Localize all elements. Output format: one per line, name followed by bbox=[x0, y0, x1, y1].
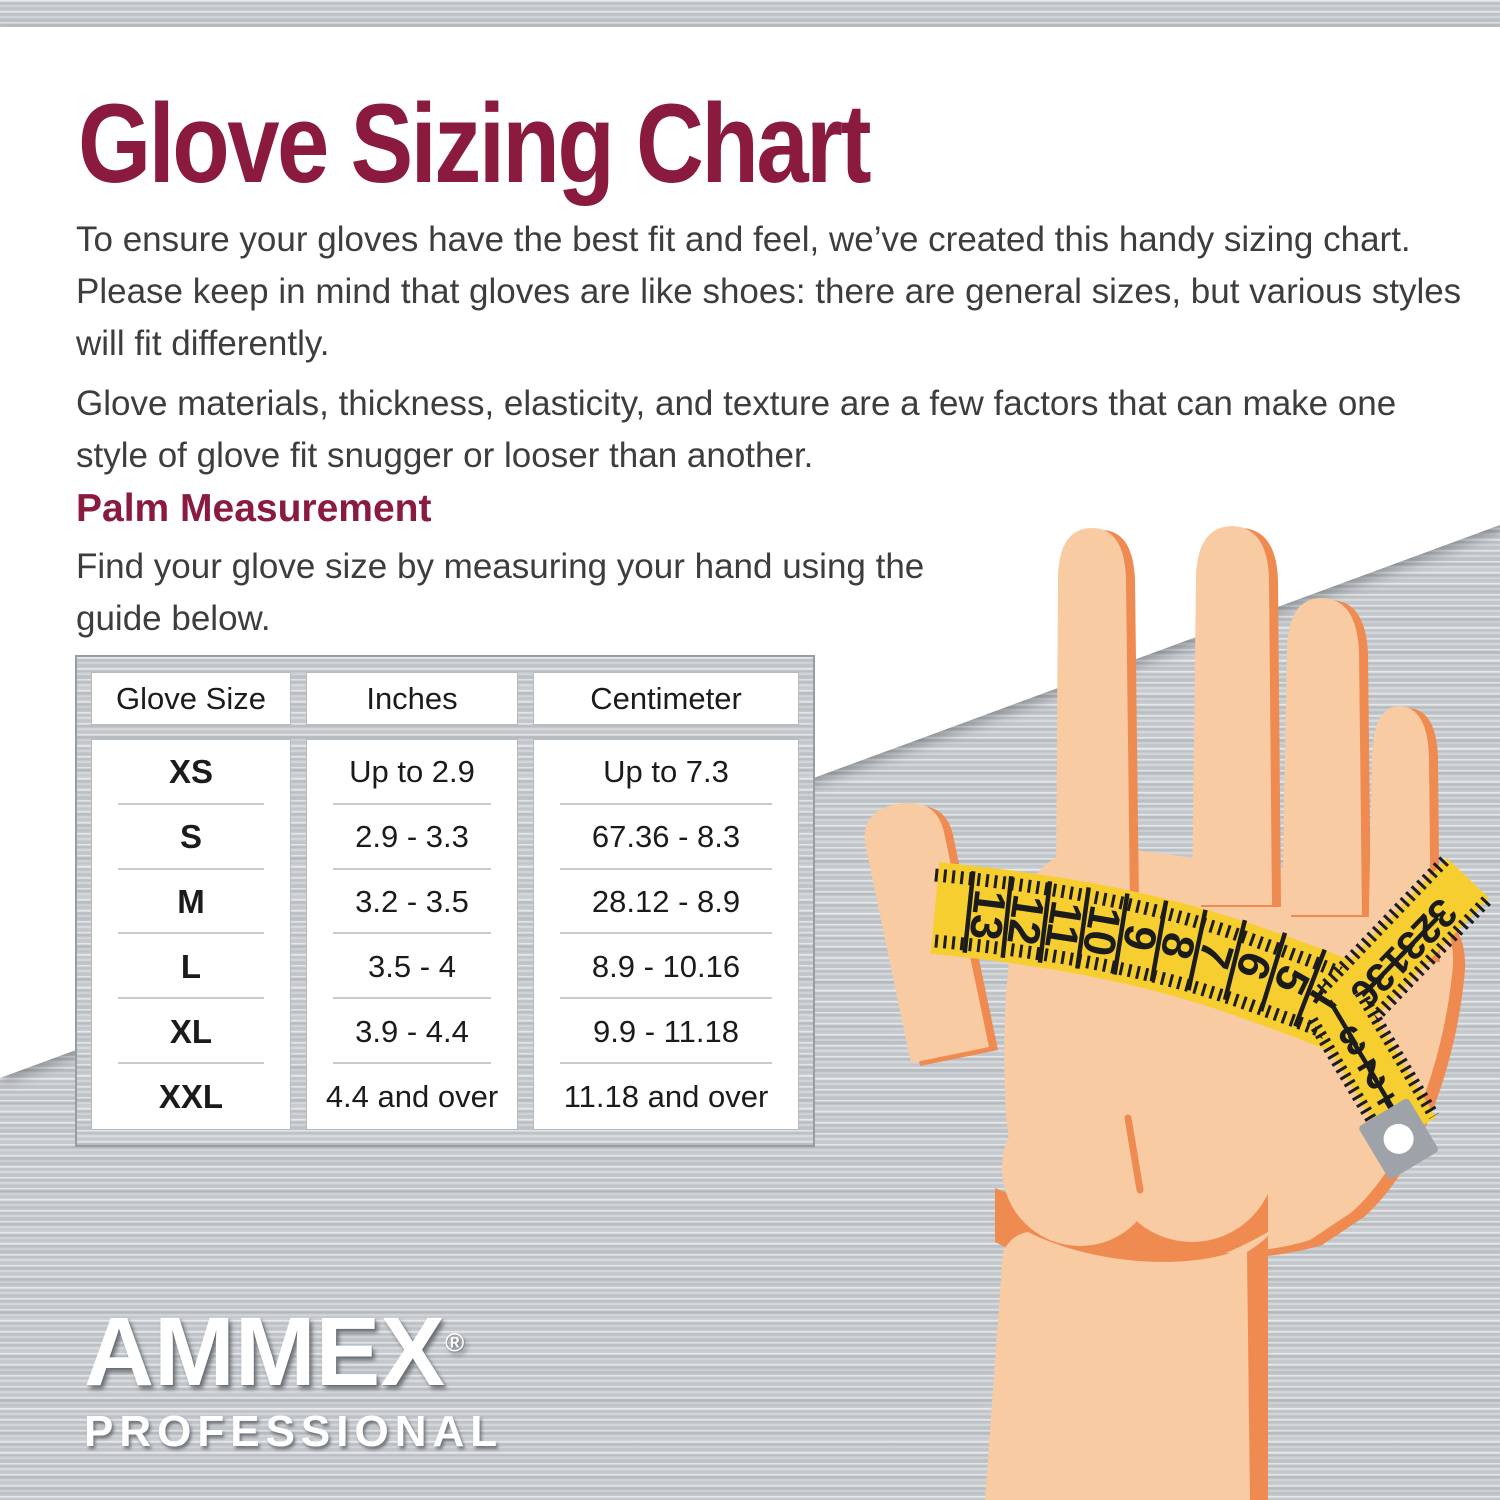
column-header-centimeter: Centimeter bbox=[533, 672, 799, 725]
ring-finger bbox=[1282, 597, 1362, 915]
palm-measurement-description: Find your glove size by measuring your h… bbox=[76, 547, 925, 638]
centimeter-value: 8.9 - 10.16 bbox=[534, 934, 798, 1000]
intro-paragraph-1: To ensure your gloves have the best fit … bbox=[76, 220, 1462, 363]
registered-trademark-icon: ® bbox=[445, 1327, 465, 1358]
size-value: XL bbox=[92, 999, 290, 1064]
tape-measure: 13 12 11 10 9 8 7 6 5 4 30 3 bbox=[935, 853, 1494, 1179]
size-value: XS bbox=[92, 740, 290, 805]
inches-value: 4.4 and over bbox=[325, 1078, 499, 1114]
glove-size-table: Glove Size XS S M L XL XXL Inches Up to … bbox=[75, 655, 815, 1147]
centimeter-value: 11.18 and over bbox=[563, 1078, 769, 1114]
tape-division-lines bbox=[962, 870, 1327, 1028]
table-column-centimeter: Centimeter Up to 7.3 67.36 - 8.3 28.12 -… bbox=[533, 672, 799, 1130]
column-body-inches: Up to 2.9 2.9 - 3.3 3.2 - 3.5 3.5 - 4 3.… bbox=[306, 739, 518, 1130]
size-value: XXL bbox=[158, 1077, 224, 1115]
tape-loose-lower-ticks bbox=[1354, 988, 1440, 1120]
forearm-edge bbox=[1247, 1236, 1268, 1500]
tape-loose-upper bbox=[1321, 857, 1489, 1031]
tape-metal-tip bbox=[1359, 1098, 1438, 1179]
size-value: S bbox=[92, 805, 290, 870]
tape-loose-upper-ticks bbox=[1316, 853, 1452, 995]
inches-value: 3.9 - 4.4 bbox=[307, 999, 517, 1064]
centimeter-value: 67.36 - 8.3 bbox=[534, 805, 798, 870]
tape-number: 11 bbox=[1035, 898, 1093, 953]
table-column-inches: Inches Up to 2.9 2.9 - 3.3 3.2 - 3.5 3.5… bbox=[306, 672, 518, 1130]
palm-lobe-right bbox=[1108, 1074, 1276, 1242]
palm-crease-line bbox=[1124, 1114, 1144, 1194]
tape-number: 13 bbox=[960, 887, 1017, 943]
centimeter-value: Up to 7.3 bbox=[534, 740, 798, 805]
ammex-logo-text: AMMEX bbox=[84, 1297, 446, 1406]
index-finger bbox=[1056, 528, 1130, 905]
column-body-glove-size: XS S M L XL XXL bbox=[91, 739, 291, 1130]
hand-illustration bbox=[864, 526, 1466, 1500]
size-value: M bbox=[92, 870, 290, 935]
size-value: L bbox=[92, 934, 290, 1000]
forearm bbox=[985, 1232, 1252, 1500]
intro-paragraph-2: Glove materials, thickness, elasticity, … bbox=[76, 384, 1397, 475]
column-header-inches: Inches bbox=[306, 672, 518, 725]
column-header-glove-size: Glove Size bbox=[91, 672, 291, 725]
inches-value: 2.9 - 3.3 bbox=[307, 805, 517, 870]
centimeter-value: 28.12 - 8.9 bbox=[534, 870, 798, 935]
ammex-logo-subtitle: PROFESSIONAL bbox=[84, 1406, 504, 1456]
ammex-logo-brand: AMMEX® bbox=[84, 1297, 503, 1406]
palm-measurement-heading: Palm Measurement bbox=[76, 487, 432, 530]
column-body-centimeter: Up to 7.3 67.36 - 8.3 28.12 - 8.9 8.9 - … bbox=[533, 739, 799, 1130]
centimeter-value: 9.9 - 11.18 bbox=[534, 999, 798, 1064]
page-title: Glove Sizing Chart bbox=[78, 81, 872, 206]
tape-loose-upper-ticks bbox=[1358, 893, 1494, 1035]
middle-finger bbox=[1192, 526, 1272, 905]
inches-value: 3.5 - 4 bbox=[307, 934, 517, 1000]
inches-value: Up to 2.9 bbox=[307, 740, 517, 805]
table-column-glove-size: Glove Size XS S M L XL XXL bbox=[91, 672, 291, 1130]
tape-number: 12 bbox=[997, 892, 1054, 949]
inches-value: 3.2 - 3.5 bbox=[307, 870, 517, 935]
ammex-logo: AMMEX® PROFESSIONAL bbox=[84, 1297, 504, 1457]
tape-number: 10 bbox=[1073, 902, 1132, 960]
